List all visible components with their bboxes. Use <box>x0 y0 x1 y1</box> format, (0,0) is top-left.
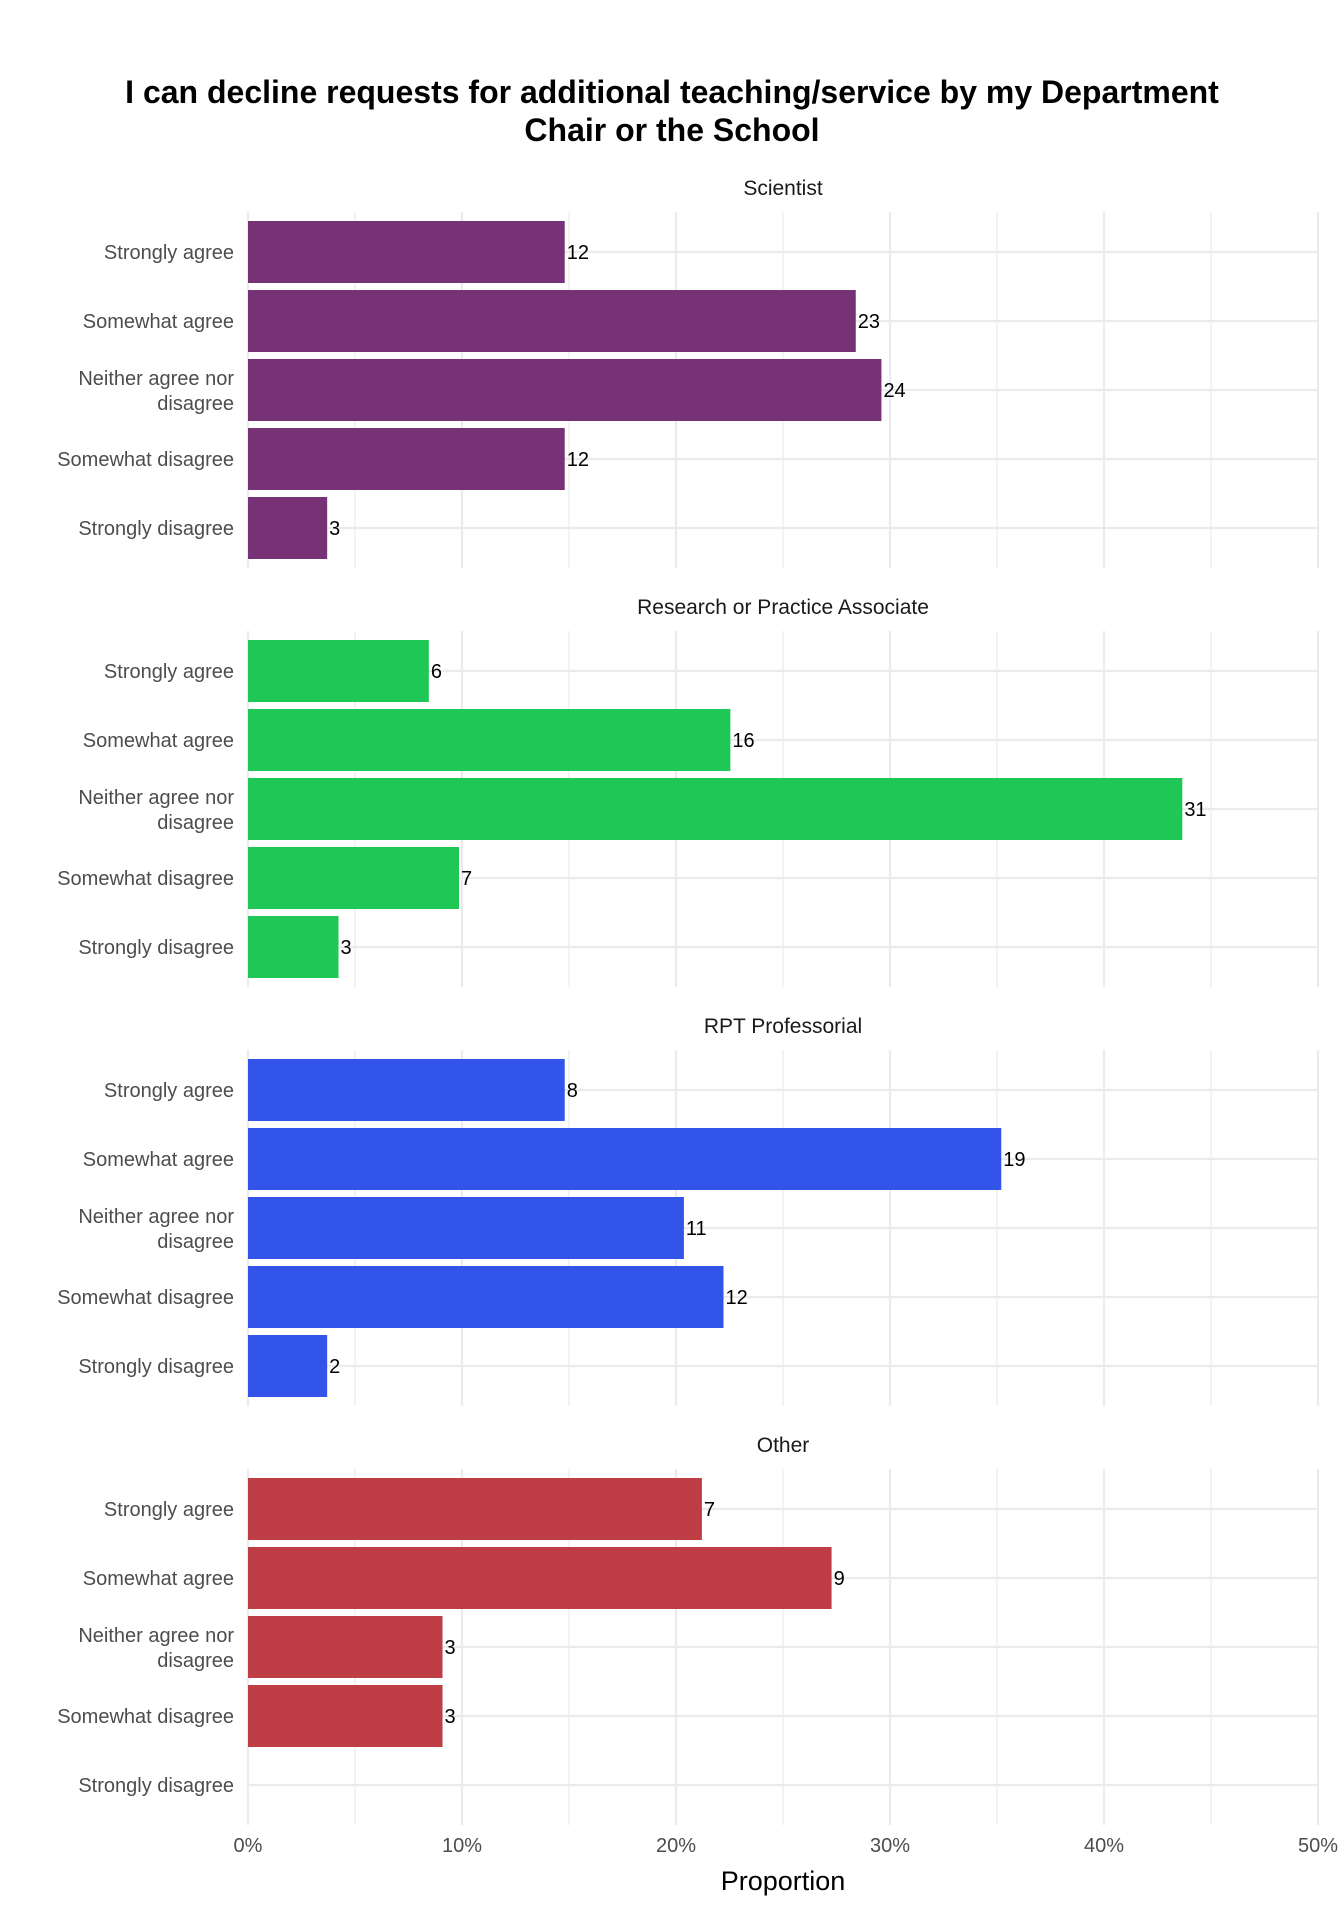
bar <box>248 640 429 702</box>
bar-value-label: 16 <box>732 730 754 752</box>
category-label: Somewhat agree <box>83 1149 234 1171</box>
chart-title: I can decline requests for additional te… <box>125 74 1219 110</box>
category-label: Strongly disagree <box>78 1775 234 1797</box>
bar <box>248 1616 443 1678</box>
x-tick-label: 40% <box>1084 1835 1124 1857</box>
bar-value-label: 23 <box>858 311 880 333</box>
x-tick-label: 20% <box>656 1835 696 1857</box>
bar-value-label: 3 <box>445 1637 456 1659</box>
category-label: Somewhat disagree <box>57 449 234 471</box>
category-label: Strongly disagree <box>78 1356 234 1378</box>
category-label: Strongly disagree <box>78 518 234 540</box>
category-label: Somewhat agree <box>83 730 234 752</box>
category-label: Strongly agree <box>104 1080 234 1102</box>
category-label: Neither agree nor disagree <box>78 1206 234 1253</box>
bar-value-label: 3 <box>445 1706 456 1728</box>
facet-title: Scientist <box>743 177 823 200</box>
bar <box>248 1547 832 1609</box>
bar <box>248 1685 443 1747</box>
category-label: Neither agree nor disagree <box>78 368 234 415</box>
facet-title: RPT Professorial <box>704 1015 862 1038</box>
x-tick-label: 10% <box>442 1835 482 1857</box>
facet-title: Research or Practice Associate <box>637 596 929 619</box>
bar-value-label: 6 <box>431 661 442 683</box>
bar <box>248 847 460 909</box>
bar <box>248 428 565 490</box>
chart-title-line-2: Chair or the School <box>524 112 819 148</box>
x-axis-title: Proportion <box>721 1866 846 1896</box>
bar <box>248 1478 702 1540</box>
bar-value-label: 24 <box>883 380 905 402</box>
category-label: Neither agree nor disagree <box>78 787 234 834</box>
category-label: Somewhat disagree <box>57 1287 234 1309</box>
bar-value-label: 2 <box>329 1356 340 1378</box>
x-tick-label: 30% <box>870 1835 910 1857</box>
category-label: Strongly agree <box>104 242 234 264</box>
x-axis: 0% 10% 20% 30% 40% 50% <box>234 1835 1339 1857</box>
bar-value-label: 7 <box>461 868 472 890</box>
bar-value-label: 8 <box>567 1080 578 1102</box>
facet-panel: Other Strongly agree 7 Somewhat agree 9 Neith… <box>57 1434 1320 1825</box>
facet-panels: Scientist Strongly agree 12 Somewhat agree 2… <box>57 177 1320 1825</box>
bar <box>248 916 339 978</box>
category-label: Somewhat disagree <box>57 1706 234 1728</box>
bar <box>248 221 565 283</box>
facet-panel: Research or Practice Associate Strongly a… <box>57 596 1320 987</box>
bar <box>248 1128 1002 1190</box>
category-label: Somewhat agree <box>83 311 234 333</box>
bar-value-label: 19 <box>1003 1149 1025 1171</box>
facet-panel: Scientist Strongly agree 12 Somewhat agree 2… <box>57 177 1320 568</box>
category-label: Strongly agree <box>104 661 234 683</box>
x-tick-label: 50% <box>1298 1835 1338 1857</box>
bar-value-label: 12 <box>567 449 589 471</box>
bar-value-label: 3 <box>329 518 340 540</box>
category-label: Neither agree nor disagree <box>78 1625 234 1672</box>
bar <box>248 1335 328 1397</box>
bar <box>248 290 856 352</box>
bar-value-label: 11 <box>686 1218 707 1240</box>
bar-value-label: 12 <box>567 242 589 264</box>
facet-panel: RPT Professorial Strongly agree 8 Somewhat … <box>57 1015 1320 1406</box>
bar-value-label: 7 <box>704 1499 715 1521</box>
bar <box>248 497 328 559</box>
bar <box>248 778 1183 840</box>
bar-value-label: 9 <box>834 1568 845 1590</box>
bar <box>248 709 731 771</box>
category-label: Strongly agree <box>104 1499 234 1521</box>
facet-title: Other <box>757 1434 810 1457</box>
category-label: Somewhat disagree <box>57 868 234 890</box>
category-label: Somewhat agree <box>83 1568 234 1590</box>
x-tick-label: 0% <box>234 1835 263 1857</box>
bar <box>248 1059 565 1121</box>
bar <box>248 1197 684 1259</box>
category-label: Strongly disagree <box>78 937 234 959</box>
bar <box>248 359 882 421</box>
bar-value-label: 12 <box>726 1287 748 1309</box>
bar <box>248 1266 724 1328</box>
bar-value-label: 3 <box>341 937 352 959</box>
bar-value-label: 31 <box>1184 799 1206 821</box>
